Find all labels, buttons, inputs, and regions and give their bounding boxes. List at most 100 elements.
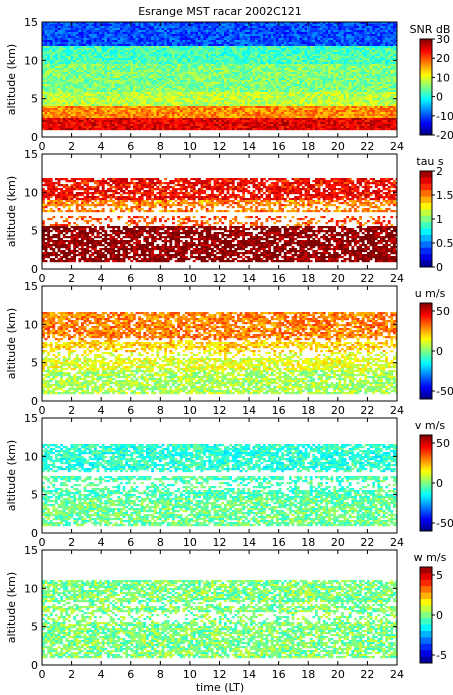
heatmap-cell bbox=[234, 78, 238, 81]
heatmap-cell bbox=[148, 48, 152, 51]
heatmap-cell bbox=[91, 42, 95, 45]
heatmap-cell bbox=[328, 32, 331, 35]
heatmap-cell bbox=[348, 86, 352, 89]
heatmap-cell bbox=[177, 88, 180, 91]
heatmap-cell bbox=[166, 36, 170, 39]
heatmap-cell bbox=[250, 86, 253, 89]
heatmap-cell bbox=[265, 26, 269, 29]
heatmap-cell bbox=[112, 54, 115, 57]
heatmap-cell bbox=[307, 84, 310, 87]
heatmap-cell bbox=[294, 78, 297, 81]
heatmap-cell bbox=[395, 74, 397, 77]
heatmap-cell bbox=[70, 30, 74, 33]
heatmap-cell bbox=[330, 84, 334, 87]
heatmap-cell bbox=[281, 70, 284, 73]
heatmap-cell bbox=[237, 76, 240, 79]
heatmap-cell bbox=[205, 78, 209, 81]
heatmap-cell bbox=[283, 64, 287, 67]
heatmap-cell bbox=[270, 86, 274, 89]
heatmap-cell bbox=[213, 76, 217, 79]
heatmap-cell bbox=[44, 94, 48, 97]
heatmap-cell bbox=[198, 34, 201, 37]
heatmap-cell bbox=[343, 86, 347, 89]
heatmap-cell bbox=[359, 38, 362, 41]
heatmap-cell bbox=[367, 80, 370, 83]
heatmap-cell bbox=[322, 72, 326, 75]
heatmap-cell bbox=[83, 74, 87, 77]
heatmap-cell bbox=[317, 64, 321, 67]
heatmap-cell bbox=[281, 60, 284, 63]
heatmap-cell bbox=[312, 54, 316, 57]
heatmap-cell bbox=[99, 54, 102, 57]
heatmap-cell bbox=[268, 42, 271, 45]
heatmap-cell bbox=[211, 50, 214, 53]
heatmap-cell bbox=[317, 80, 321, 83]
heatmap-cell bbox=[130, 90, 134, 93]
heatmap-cell bbox=[107, 80, 110, 83]
heatmap-cell bbox=[187, 72, 191, 75]
heatmap-cell bbox=[377, 48, 381, 51]
heatmap-cell bbox=[283, 46, 287, 49]
heatmap-cell bbox=[127, 52, 131, 55]
heatmap-cell bbox=[195, 82, 199, 85]
heatmap-cell bbox=[252, 26, 256, 29]
heatmap-cell bbox=[122, 92, 126, 95]
heatmap-cell bbox=[283, 34, 287, 37]
heatmap-cell bbox=[224, 24, 227, 27]
heatmap-cell bbox=[343, 76, 347, 79]
heatmap-cell bbox=[385, 58, 388, 61]
heatmap-cell bbox=[335, 48, 339, 51]
heatmap-cell bbox=[57, 68, 61, 71]
heatmap-cell bbox=[205, 90, 209, 93]
heatmap-cell bbox=[252, 34, 256, 37]
heatmap-cell bbox=[78, 58, 82, 61]
heatmap-cell bbox=[294, 48, 297, 51]
heatmap-cell bbox=[226, 70, 230, 73]
heatmap-cell bbox=[291, 34, 295, 37]
heatmap-cell bbox=[211, 62, 214, 65]
heatmap-cell bbox=[255, 74, 258, 77]
heatmap-cell bbox=[325, 82, 329, 85]
heatmap-cell bbox=[146, 78, 149, 81]
heatmap-cell bbox=[346, 56, 349, 59]
heatmap-cell bbox=[234, 72, 238, 75]
heatmap-cell bbox=[226, 86, 230, 89]
heatmap-cell bbox=[81, 64, 84, 67]
heatmap-cell bbox=[179, 32, 183, 35]
heatmap-cell bbox=[203, 26, 206, 29]
heatmap-cell bbox=[140, 88, 144, 91]
heatmap-cell bbox=[390, 52, 394, 55]
heatmap-cell bbox=[351, 70, 355, 73]
heatmap-cell bbox=[387, 76, 391, 79]
heatmap-cell bbox=[109, 38, 113, 41]
heatmap-cell bbox=[268, 30, 271, 33]
heatmap-cell bbox=[112, 66, 115, 69]
heatmap-cell bbox=[182, 44, 186, 47]
heatmap-cell bbox=[135, 70, 139, 73]
heatmap-cell bbox=[120, 72, 123, 75]
heatmap-cell bbox=[182, 68, 186, 71]
heatmap-cell bbox=[270, 60, 274, 63]
heatmap-cell bbox=[260, 26, 264, 29]
heatmap-cell bbox=[140, 48, 144, 51]
heatmap-cell bbox=[354, 26, 357, 29]
heatmap-cell bbox=[302, 40, 305, 43]
heatmap-cell bbox=[156, 80, 160, 83]
heatmap-cell bbox=[96, 64, 100, 67]
heatmap-cell bbox=[286, 60, 290, 63]
heatmap-cell bbox=[317, 82, 321, 85]
heatmap-cell bbox=[60, 64, 63, 67]
heatmap-cell bbox=[156, 42, 160, 45]
heatmap-cell bbox=[367, 34, 370, 37]
heatmap-cell bbox=[70, 66, 74, 69]
heatmap-cell bbox=[42, 68, 45, 71]
heatmap-cell bbox=[252, 76, 256, 79]
heatmap-cell bbox=[57, 46, 61, 49]
heatmap-cell bbox=[255, 78, 258, 81]
heatmap-cell bbox=[252, 86, 256, 89]
heatmap-cell bbox=[218, 26, 222, 29]
heatmap-cell bbox=[86, 86, 89, 89]
heatmap-cell bbox=[148, 44, 152, 47]
heatmap-cell bbox=[333, 56, 336, 59]
heatmap-cell bbox=[198, 82, 201, 85]
